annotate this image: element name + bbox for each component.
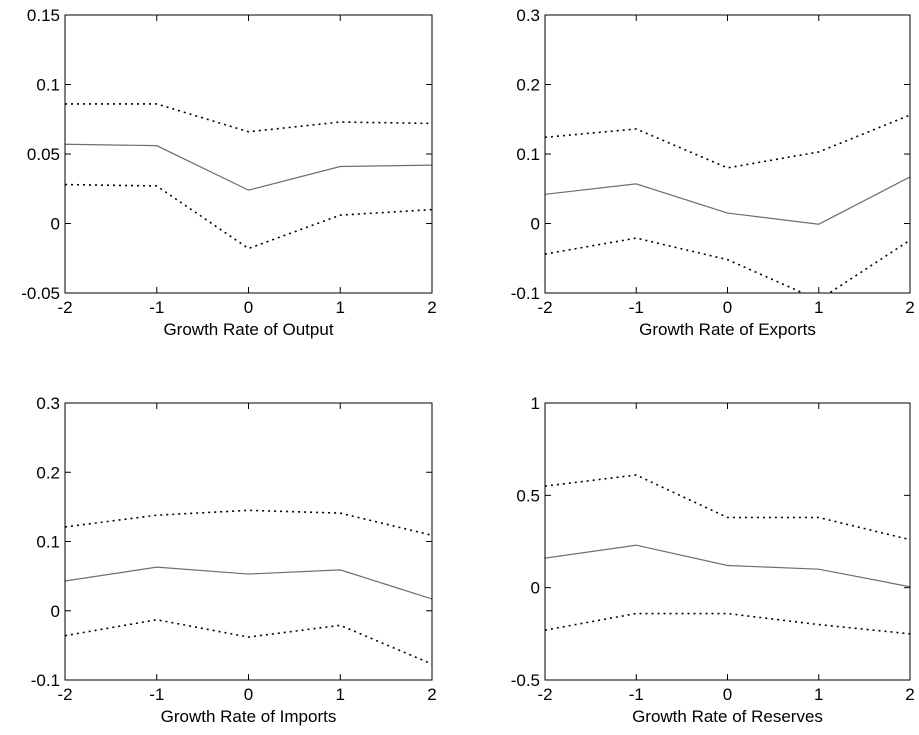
axes-frame	[544, 14, 911, 294]
series-line	[65, 618, 432, 665]
x-tick-label: -1	[149, 685, 164, 704]
subplot: -0.1 0 0.1 0.2 0.3 -2 -1 0 1 2 Growth Rate of Impo…	[31, 394, 437, 726]
x-tick-label: 1	[336, 685, 345, 704]
x-tick-label: 0	[723, 298, 732, 317]
series-line	[545, 176, 910, 225]
y-tick-label: 0.3	[36, 394, 60, 413]
y-tick-label: 0	[51, 602, 60, 621]
axes-frame	[544, 402, 911, 681]
x-axis-label: Growth Rate of Imports	[161, 707, 337, 726]
x-tick-label: -1	[629, 298, 644, 317]
subplot: -0.1 0 0.1 0.2 0.3 -2 -1 0 1 2 Growth Rate of Expo…	[511, 6, 915, 339]
y-tick-label: -0.1	[31, 671, 60, 690]
x-tick-label: 1	[814, 685, 823, 704]
y-tick-label: 0.05	[27, 145, 60, 164]
subplot: -0.05 0 0.05 0.1 0.15 -2 -1 0 1 2 Growth Rate of O…	[21, 6, 436, 339]
x-axis-label: Growth Rate of Output	[163, 320, 333, 339]
series-line	[545, 474, 910, 541]
y-tick-label: 0.1	[36, 76, 60, 95]
y-tick-label: 0.15	[27, 6, 60, 25]
x-tick-label: -2	[537, 685, 552, 704]
y-tick-label: 0	[531, 579, 540, 598]
x-tick-label: 0	[244, 685, 253, 704]
y-tick-label: -0.1	[511, 284, 540, 303]
x-axis-label: Growth Rate of Reserves	[632, 707, 823, 726]
series-line	[65, 103, 432, 133]
x-tick-label: -1	[149, 298, 164, 317]
y-tick-label: -0.5	[511, 671, 540, 690]
y-tick-label: 0.5	[516, 486, 540, 505]
x-tick-label: -2	[57, 685, 72, 704]
series-line	[545, 544, 910, 588]
x-tick-label: 2	[905, 298, 914, 317]
x-tick-label: 0	[244, 298, 253, 317]
series-line	[65, 566, 432, 600]
x-tick-label: 2	[427, 685, 436, 704]
series-line	[65, 183, 432, 250]
series-line	[545, 114, 910, 169]
y-tick-label: 0	[51, 215, 60, 234]
y-tick-label: -0.05	[21, 284, 60, 303]
x-tick-label: 2	[427, 298, 436, 317]
y-tick-label: 0	[531, 215, 540, 234]
y-tick-label: 0.3	[516, 6, 540, 25]
y-tick-label: 0.1	[36, 533, 60, 552]
series-line	[545, 612, 910, 635]
x-tick-label: 1	[814, 298, 823, 317]
x-tick-label: 1	[336, 298, 345, 317]
series-line	[545, 237, 910, 293]
series-line	[65, 509, 432, 537]
y-tick-label: 0.1	[516, 145, 540, 164]
y-tick-label: 0.2	[516, 76, 540, 95]
x-axis-label: Growth Rate of Exports	[639, 320, 816, 339]
x-tick-label: 2	[905, 685, 914, 704]
axes-frame	[64, 14, 433, 294]
y-tick-label: 0.2	[36, 463, 60, 482]
x-tick-label: -2	[57, 298, 72, 317]
x-tick-label: 0	[723, 685, 732, 704]
x-tick-label: -2	[537, 298, 552, 317]
subplot: -0.5 0 0.5 1 -2 -1 0 1 2 Growth Rate of Reserves	[511, 394, 915, 726]
x-tick-label: -1	[629, 685, 644, 704]
y-tick-label: 1	[531, 394, 540, 413]
axes-frame	[64, 402, 433, 681]
series-line	[65, 143, 432, 191]
